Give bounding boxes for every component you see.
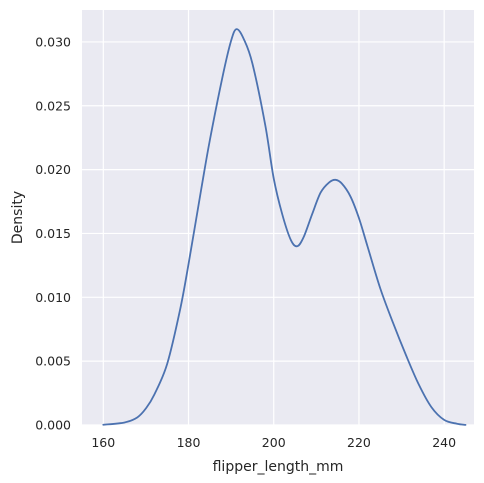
x-tick-label: 180 [177,435,201,450]
y-tick-label: 0.020 [35,162,71,177]
y-tick-label: 0.000 [35,418,71,433]
x-tick-labels: 160 180 200 220 240 [91,435,456,450]
x-tick-label: 220 [347,435,371,450]
x-tick-label: 160 [91,435,115,450]
density-line [102,28,467,426]
x-tick-label: 200 [262,435,286,450]
y-tick-label: 0.015 [35,226,71,241]
x-axis-label: flipper_length_mm [213,459,344,475]
x-tick-label: 240 [432,435,456,450]
y-tick-labels: 0.000 0.005 0.010 0.015 0.020 0.025 0.030 [35,34,71,432]
y-tick-label: 0.010 [35,290,71,305]
y-tick-label: 0.005 [35,354,71,369]
y-axis-label: Density [10,191,26,244]
grid-lines [82,10,474,426]
y-tick-label: 0.025 [35,98,71,113]
plot-background [82,10,474,425]
y-tick-label: 0.030 [35,34,71,49]
